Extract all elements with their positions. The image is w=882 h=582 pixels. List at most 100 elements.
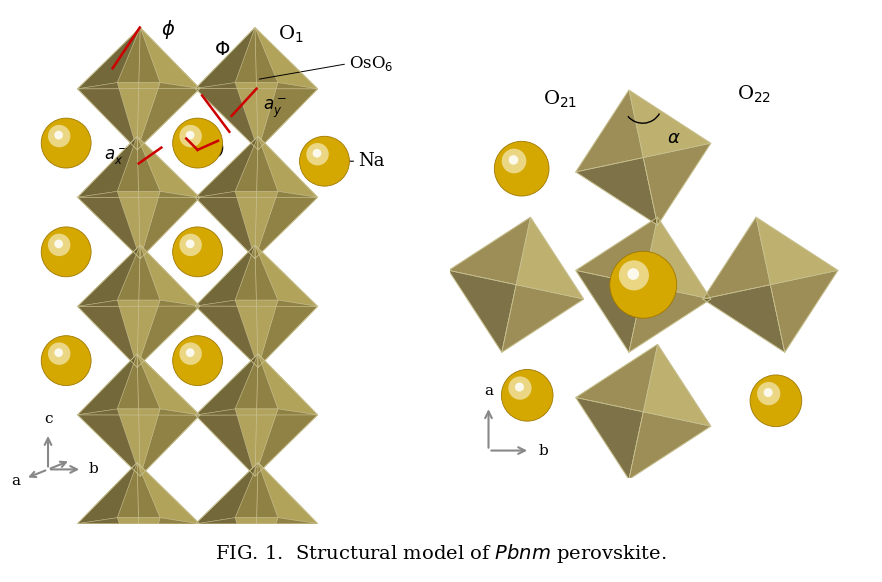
Polygon shape (195, 136, 258, 198)
Polygon shape (78, 245, 140, 306)
Polygon shape (255, 27, 318, 150)
Ellipse shape (509, 155, 519, 165)
Polygon shape (195, 136, 258, 258)
Polygon shape (140, 191, 200, 258)
Polygon shape (576, 345, 658, 412)
Polygon shape (195, 517, 255, 582)
Polygon shape (137, 83, 200, 150)
Polygon shape (255, 354, 318, 476)
Ellipse shape (619, 260, 649, 290)
Polygon shape (137, 245, 200, 367)
Text: b: b (538, 443, 548, 457)
Ellipse shape (173, 227, 222, 277)
Polygon shape (576, 398, 643, 480)
Polygon shape (258, 83, 318, 150)
Ellipse shape (179, 125, 202, 147)
Polygon shape (255, 245, 318, 367)
Polygon shape (756, 217, 838, 285)
Ellipse shape (501, 370, 553, 421)
Ellipse shape (48, 233, 71, 256)
Text: OsO$_6$: OsO$_6$ (349, 54, 394, 73)
Polygon shape (255, 191, 318, 258)
Polygon shape (117, 83, 161, 150)
Ellipse shape (750, 375, 802, 427)
Text: $\phi$: $\phi$ (161, 18, 176, 41)
Polygon shape (235, 517, 278, 582)
Polygon shape (576, 90, 643, 172)
Polygon shape (117, 27, 161, 83)
Text: $a_y^-$: $a_y^-$ (264, 97, 288, 121)
Ellipse shape (48, 125, 71, 147)
Polygon shape (117, 517, 161, 582)
Polygon shape (140, 27, 200, 88)
Polygon shape (235, 300, 278, 367)
Polygon shape (117, 245, 161, 300)
Polygon shape (258, 354, 318, 415)
Polygon shape (117, 191, 161, 258)
Polygon shape (235, 409, 278, 476)
Polygon shape (137, 463, 200, 524)
Polygon shape (502, 285, 584, 352)
Polygon shape (576, 217, 658, 285)
Polygon shape (78, 463, 140, 582)
Ellipse shape (41, 118, 91, 168)
Text: Na: Na (358, 152, 385, 170)
Polygon shape (255, 463, 318, 582)
Polygon shape (770, 271, 838, 352)
Polygon shape (195, 83, 258, 150)
Polygon shape (449, 271, 516, 352)
Polygon shape (137, 463, 200, 582)
Polygon shape (78, 83, 137, 150)
Polygon shape (117, 136, 161, 191)
Ellipse shape (502, 148, 527, 173)
Ellipse shape (508, 377, 532, 400)
Polygon shape (235, 245, 278, 300)
Polygon shape (195, 354, 258, 415)
Polygon shape (235, 354, 278, 409)
Polygon shape (703, 285, 785, 352)
Polygon shape (195, 245, 258, 367)
Polygon shape (78, 136, 137, 197)
Ellipse shape (515, 382, 524, 392)
Ellipse shape (627, 268, 639, 280)
Ellipse shape (55, 240, 63, 249)
Polygon shape (255, 409, 318, 476)
Ellipse shape (306, 143, 329, 165)
Polygon shape (195, 245, 255, 306)
Ellipse shape (609, 251, 676, 318)
Polygon shape (78, 354, 140, 476)
Polygon shape (140, 517, 200, 582)
Polygon shape (255, 245, 318, 306)
Polygon shape (576, 158, 658, 225)
Polygon shape (235, 83, 278, 150)
Polygon shape (195, 191, 255, 258)
Polygon shape (235, 136, 278, 191)
Polygon shape (117, 300, 161, 367)
Ellipse shape (55, 348, 63, 357)
Text: c: c (44, 413, 52, 427)
Polygon shape (117, 463, 161, 517)
Polygon shape (258, 136, 318, 197)
Ellipse shape (186, 240, 194, 249)
Ellipse shape (494, 141, 549, 196)
Ellipse shape (312, 149, 321, 158)
Text: $\alpha$: $\alpha$ (667, 129, 681, 147)
Polygon shape (137, 136, 200, 198)
Ellipse shape (300, 136, 349, 186)
Polygon shape (78, 245, 140, 367)
Polygon shape (235, 191, 278, 258)
Text: $a_x^-$: $a_x^-$ (103, 146, 127, 167)
Polygon shape (516, 217, 584, 299)
Polygon shape (195, 27, 258, 150)
Ellipse shape (179, 233, 202, 256)
Polygon shape (258, 463, 318, 524)
Ellipse shape (757, 382, 781, 405)
Polygon shape (195, 300, 258, 367)
Polygon shape (235, 463, 278, 517)
Polygon shape (255, 136, 318, 258)
Ellipse shape (179, 342, 202, 365)
Text: a: a (484, 384, 493, 398)
Polygon shape (137, 27, 200, 150)
Text: O$_{22}$: O$_{22}$ (736, 83, 771, 105)
Polygon shape (140, 409, 200, 476)
